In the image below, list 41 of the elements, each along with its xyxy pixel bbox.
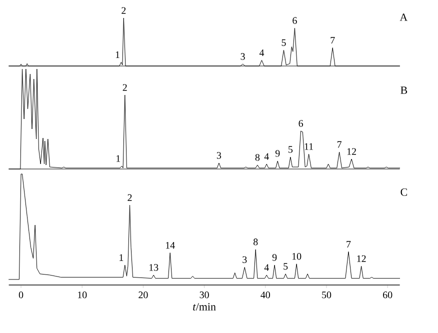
annotation: 3 [216,152,222,159]
annotation: 9 [275,150,280,157]
annotation: 2 [122,7,126,14]
annotation: 13 [149,264,158,271]
annotation: 1 [116,51,120,58]
annotation: 6 [292,17,297,24]
annotation: 2 [128,194,132,201]
annotation: 1 [116,155,120,162]
annotation: 5 [284,263,288,270]
annotation: 12 [357,255,366,262]
annotation: 14 [166,242,175,249]
annotation: 2 [122,84,127,91]
annotation: 12 [347,148,356,155]
annotation: 7 [337,141,342,148]
annotation: 10 [292,252,302,260]
text: B [400,86,408,94]
annotation: 4 [264,153,269,160]
annotation: 3 [242,256,247,264]
x-tick-label: 60 [383,292,392,298]
annotation: 8 [255,154,260,161]
annotation: 4 [264,264,269,271]
annotation: 7 [330,37,335,44]
annotation: A [400,14,408,21]
x-tick-label: 50 [322,292,332,298]
annotation: 11 [304,143,313,150]
x-tick-label: 40 [260,292,270,298]
x-tick-label: 0 [18,292,24,298]
annotation: 6 [298,120,304,127]
annotation: 3 [240,53,245,60]
annotation: 8 [254,238,258,246]
annotation: 9 [272,254,277,261]
x-tick-label: 10 [78,292,87,298]
annotation: 5 [288,146,293,153]
x-tick-label: 30 [200,292,209,298]
annotation: 4 [259,49,264,56]
annotation: 1 [120,254,124,261]
text: C [400,188,407,196]
annotation: 7 [346,240,351,248]
annotation: 5 [282,39,286,46]
x-tick-label: 20 [138,292,148,298]
x-axis-title: t/min [193,303,216,310]
